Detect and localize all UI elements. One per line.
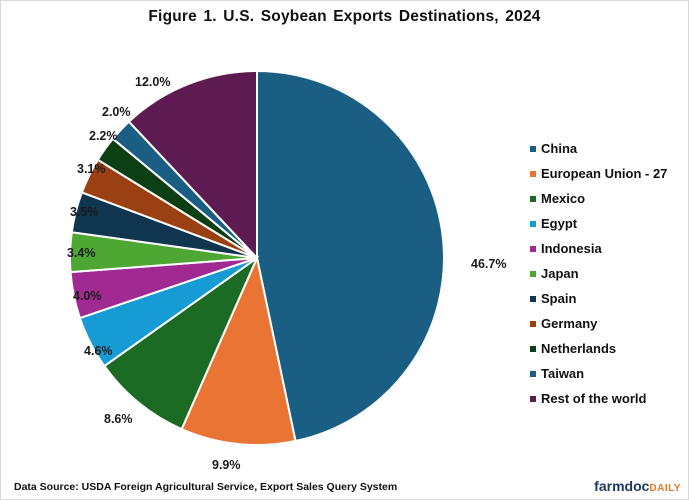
data-label: 9.9% (212, 458, 241, 472)
legend-item: Germany (530, 311, 667, 336)
chart-title: Figure 1. U.S. Soybean Exports Destinati… (148, 8, 541, 25)
data-label: 12.0% (135, 75, 171, 89)
legend-label: Egypt (541, 216, 578, 231)
data-label: 8.6% (104, 412, 133, 426)
legend-item: Mexico (530, 186, 667, 211)
legend-label: China (541, 141, 578, 156)
legend-item: Taiwan (530, 361, 667, 386)
legend-label: European Union - 27 (541, 166, 668, 181)
data-label: 46.7% (471, 257, 507, 271)
legend-swatch-icon (530, 270, 536, 277)
pie-slice (102, 255, 260, 431)
legend-swatch-icon (530, 195, 536, 202)
data-label: 3.1% (77, 162, 106, 176)
brand-sub: DAILY (649, 483, 681, 494)
pie-slice (180, 254, 297, 446)
data-label: 3.4% (67, 246, 96, 260)
legend-item: Egypt (530, 211, 667, 236)
legend-swatch-icon (530, 295, 536, 302)
legend-label: Rest of the world (541, 391, 647, 406)
data-label: 2.0% (102, 105, 131, 119)
legend-label: Indonesia (541, 241, 602, 256)
legend-item: European Union - 27 (530, 161, 667, 186)
legend-item: Rest of the world (530, 386, 667, 411)
legend-label: Japan (541, 266, 579, 281)
legend-label: Taiwan (541, 366, 585, 381)
legend: China European Union - 27 Mexico Egypt Indon… (530, 136, 667, 411)
legend-swatch-icon (530, 170, 536, 177)
legend-label: Mexico (541, 191, 586, 206)
legend-item: China (530, 136, 667, 161)
brand-logo: farmdocDAILY (594, 478, 681, 494)
legend-item: Japan (530, 261, 667, 286)
legend-swatch-icon (530, 345, 536, 352)
legend-swatch-icon (530, 370, 536, 377)
data-source: Data Source: USDA Foreign Agricultural S… (14, 481, 398, 493)
legend-item: Indonesia (530, 236, 667, 261)
data-label: 4.0% (73, 289, 102, 303)
legend-swatch-icon (530, 395, 536, 402)
data-label: 4.6% (84, 344, 113, 358)
legend-label: Germany (541, 316, 598, 331)
brand-main: farmdoc (594, 478, 650, 494)
legend-item: Spain (530, 286, 667, 311)
pie-slice (256, 69, 445, 443)
data-label: 2.2% (89, 129, 118, 143)
legend-label: Netherlands (541, 341, 617, 356)
pie-slice (127, 69, 258, 261)
legend-swatch-icon (530, 145, 536, 152)
legend-label: Spain (541, 291, 577, 306)
legend-swatch-icon (530, 220, 536, 227)
legend-item: Netherlands (530, 336, 667, 361)
data-label: 3.5% (70, 205, 99, 219)
legend-swatch-icon (530, 245, 536, 252)
legend-swatch-icon (530, 320, 536, 327)
